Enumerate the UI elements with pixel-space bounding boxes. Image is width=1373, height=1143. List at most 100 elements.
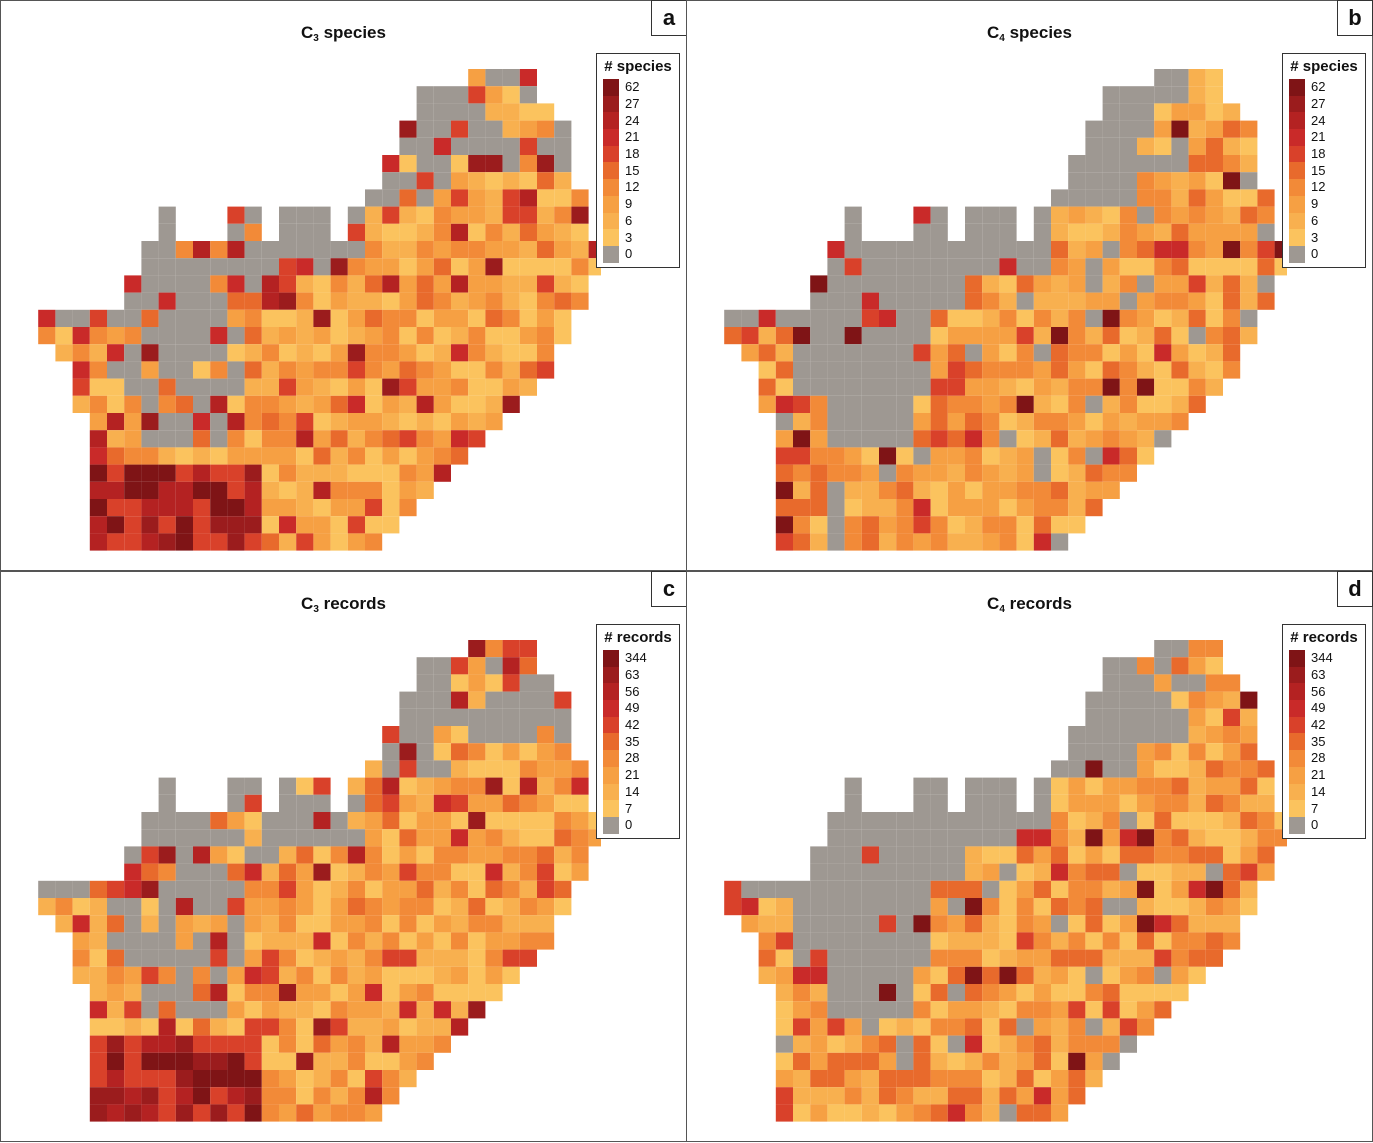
grid-cell (1016, 447, 1034, 465)
grid-cell (261, 829, 279, 847)
grid-cell (433, 794, 451, 812)
legend-label: 0 (625, 246, 633, 262)
grid-cell (468, 275, 486, 293)
grid-cell (1102, 743, 1120, 761)
grid-cell (896, 1001, 914, 1019)
grid-cell (554, 206, 572, 224)
grid-cell (382, 760, 400, 778)
grid-cell (158, 292, 176, 310)
grid-cell (330, 499, 348, 517)
legend-swatch (603, 666, 619, 684)
grid-cell (537, 726, 555, 744)
grid-cell (175, 361, 193, 379)
grid-cell (1102, 1018, 1120, 1036)
grid-cell (279, 223, 297, 241)
grid-cell (279, 309, 297, 327)
grid-cell (965, 327, 983, 345)
grid-cell (433, 1035, 451, 1053)
grid-cell (399, 863, 417, 881)
grid-cell (1240, 760, 1258, 778)
grid-cell (1033, 344, 1051, 362)
grid-cell (999, 499, 1017, 517)
grid-cell (89, 1087, 107, 1105)
grid-cell (982, 430, 1000, 448)
grid-cell (930, 829, 948, 847)
legend: # records 344 63 56 49 42 35 28 21 14 7 0 (596, 624, 680, 839)
grid-cell (279, 327, 297, 345)
grid-cell (793, 516, 811, 534)
grid-cell (175, 275, 193, 293)
grid-cell (347, 413, 365, 431)
grid-cell (913, 223, 931, 241)
grid-cell (261, 464, 279, 482)
grid-cell (930, 794, 948, 812)
grid-cell (485, 794, 503, 812)
grid-cell (502, 137, 520, 155)
legend-swatch (1289, 145, 1305, 163)
grid-cell (468, 413, 486, 431)
legend-label: 62 (625, 79, 640, 95)
legend-swatch (603, 700, 619, 717)
grid-cell (571, 846, 589, 864)
grid-cell (261, 378, 279, 396)
grid-cell (399, 691, 417, 709)
grid-cell (1257, 223, 1275, 241)
grid-cell (72, 378, 90, 396)
grid-cell (1033, 880, 1051, 898)
legend-swatch (603, 816, 619, 834)
grid-cell (124, 395, 142, 413)
grid-cell (965, 499, 983, 517)
grid-cell (347, 898, 365, 916)
grid-cell (1085, 829, 1103, 847)
grid-cell (1154, 241, 1172, 259)
grid-cell (296, 898, 314, 916)
grid-cell (1171, 760, 1189, 778)
grid-cell (193, 309, 211, 327)
grid-cell (1119, 275, 1137, 293)
grid-cell (107, 327, 125, 345)
grid-cell (1223, 189, 1241, 207)
grid-cell (72, 344, 90, 362)
legend-item: 42 (1289, 716, 1359, 734)
grid-cell (947, 846, 965, 864)
grid-cell (1102, 829, 1120, 847)
grid-cell (758, 344, 776, 362)
grid-cell (1257, 189, 1275, 207)
grid-cell (1068, 516, 1086, 534)
grid-cell (1154, 966, 1172, 984)
grid-cell (279, 829, 297, 847)
grid-cell (537, 812, 555, 830)
grid-cell (913, 395, 931, 413)
grid-cell (227, 327, 245, 345)
grid-cell (416, 966, 434, 984)
grid-cell (485, 206, 503, 224)
grid-cell (1205, 378, 1223, 396)
grid-cell (210, 898, 228, 916)
grid-cell (844, 516, 862, 534)
grid-cell (124, 499, 142, 517)
grid-cell (1257, 760, 1275, 778)
grid-cell (244, 241, 262, 259)
grid-cell (485, 932, 503, 950)
grid-cell (279, 258, 297, 276)
grid-cell (1171, 846, 1189, 864)
grid-cell (468, 760, 486, 778)
grid-cell (1223, 292, 1241, 310)
grid-cell (1119, 812, 1137, 830)
grid-cell (1205, 103, 1223, 121)
grid-cell (451, 1001, 469, 1019)
grid-cell (313, 292, 331, 310)
grid-cell (982, 880, 1000, 898)
grid-cell (1188, 327, 1206, 345)
grid-cell (827, 327, 845, 345)
grid-cell (210, 499, 228, 517)
grid-cell (930, 966, 948, 984)
grid-cell (1137, 915, 1155, 933)
grid-cell (193, 932, 211, 950)
grid-cell (210, 880, 228, 898)
grid-cell (879, 863, 897, 881)
grid-cell (451, 846, 469, 864)
legend-item: 15 (1289, 162, 1359, 180)
grid-cell (416, 378, 434, 396)
grid-cell (947, 241, 965, 259)
